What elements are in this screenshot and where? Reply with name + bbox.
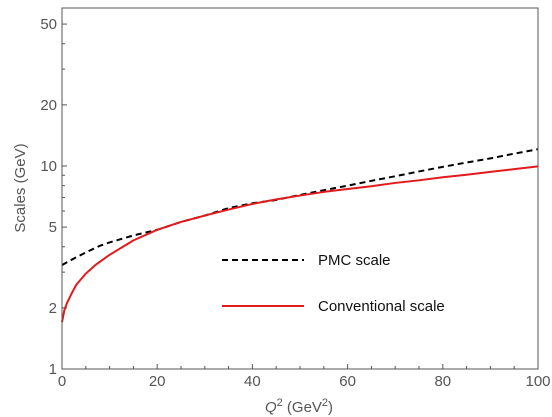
x-axis-label: Q2 (GeV2) (265, 397, 333, 416)
x-tick-label: 100 (525, 373, 550, 390)
x-tick-label: 40 (244, 373, 261, 390)
legend-label: PMC scale (318, 252, 391, 269)
x-tick-label: 80 (434, 373, 451, 390)
ticks-layer: 0 20 40 60 80 100 1 2 5 10 20 50 (40, 8, 550, 390)
x-axis-label-units-open: (GeV (283, 399, 322, 416)
x-tick-label: 20 (149, 373, 166, 390)
plot-frame (62, 8, 538, 369)
x-axis-label-units-close: ) (328, 399, 333, 416)
series-line-conventional-scale (62, 166, 538, 322)
legend: PMC scale Conventional scale (222, 252, 445, 315)
x-tick-label: 0 (58, 373, 66, 390)
y-tick-label: 5 (49, 219, 57, 236)
y-tick-label: 10 (40, 158, 57, 175)
series-layer (62, 149, 538, 322)
legend-label: Conventional scale (318, 298, 445, 315)
y-tick-label: 1 (49, 361, 57, 378)
y-tick-label: 50 (40, 16, 57, 33)
x-axis-label-main: Q (265, 399, 277, 416)
x-tick-label: 60 (339, 373, 356, 390)
y-tick-label: 2 (49, 300, 57, 317)
y-axis-label: Scales (GeV) (12, 143, 29, 232)
series-line-pmc-scale (62, 149, 538, 265)
y-tick-label: 20 (40, 97, 57, 114)
